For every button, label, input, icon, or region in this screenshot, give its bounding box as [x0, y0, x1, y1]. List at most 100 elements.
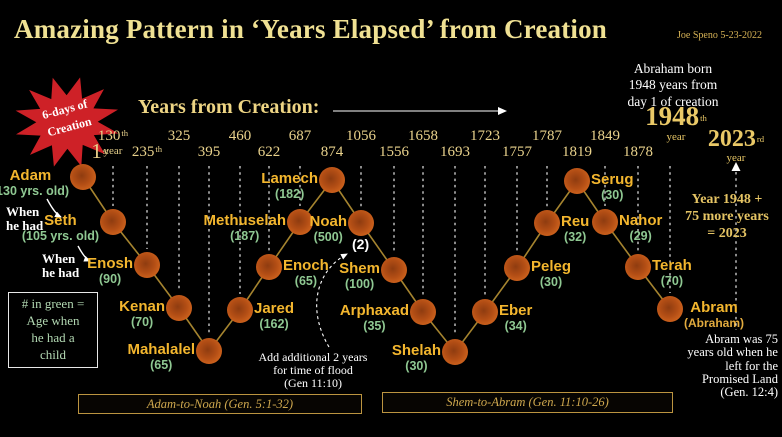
dot-noah — [348, 210, 374, 236]
year-label-1658: 1658 — [378, 129, 468, 144]
patriarch-name: Adam — [9, 167, 52, 184]
patriarch-age: (187) — [230, 228, 260, 243]
patriarch-arphaxad: Arphaxad (35) — [259, 303, 409, 335]
dot-lamech — [319, 167, 345, 193]
dot-enoch — [256, 254, 282, 280]
flood-plus2-marker: (2) — [352, 236, 370, 252]
patriarch-name: Shem — [339, 260, 380, 277]
patriarch-name: Peleg — [531, 258, 572, 275]
patriarch-terah: Terah (70) — [652, 258, 782, 290]
patriarch-name: Mahalalel — [127, 341, 195, 358]
ordinal-suffix: rd — [756, 134, 765, 145]
patriarch-eber: Eber (34) — [499, 303, 649, 335]
creation-star — [15, 77, 119, 167]
year-label-235: 235th — [102, 145, 192, 160]
patriarch-noah: Noah (500) — [197, 213, 348, 246]
patriarch-adam: Adam(130 yrs. old) — [0, 168, 69, 200]
patriarch-name: Shelah — [391, 342, 441, 359]
dot-serug — [564, 168, 590, 194]
patriarch-mahalalel: Mahalalel (65) — [45, 342, 195, 374]
patriarch-age: (34) — [504, 318, 527, 333]
year-label-1693: 1693 — [410, 145, 500, 160]
dot-arphaxad — [410, 299, 436, 325]
patriarch-age: (70) — [660, 273, 683, 288]
year-label-395: 395 — [164, 145, 254, 160]
year-label-687: 687 — [255, 129, 345, 144]
year-number: 622 — [257, 144, 281, 160]
year-label-1056: 1056 — [316, 129, 406, 144]
patriarch-name: Jared — [254, 300, 295, 317]
year-math-note: Year 1948 + 75 more years = 2023 — [685, 192, 769, 241]
dot-jared — [227, 297, 253, 323]
patriarch-name: Methuselah — [203, 212, 286, 229]
dot-kenan — [166, 295, 192, 321]
year-label-1948: 1948th year — [631, 103, 721, 143]
curved-arrow-icon-1 — [46, 198, 62, 218]
patriarch-name: Kenan — [119, 298, 165, 315]
patriarch-age: (32) — [564, 229, 587, 244]
year-number: 2023 — [707, 126, 756, 152]
patriarch-name: Seth — [44, 212, 77, 229]
year-number: 1948 — [645, 101, 700, 131]
year-subtext: year — [103, 145, 123, 157]
year-number: 1757 — [502, 144, 532, 160]
dot-shelah — [442, 339, 468, 365]
abraham-born-note: Abraham born 1948 years from day 1 of cr… — [627, 61, 719, 109]
patriarch-kenan: Kenan (70) — [15, 299, 165, 331]
dot-mahalalel — [196, 338, 222, 364]
year-label-874: 874 — [287, 145, 377, 160]
year-label-1723: 1723 — [440, 129, 530, 144]
year-label-460: 460 — [195, 129, 285, 144]
year-number: 1556 — [379, 144, 409, 160]
dot-seth — [100, 209, 126, 235]
patriarch-age: (65) — [150, 357, 173, 372]
patriarch-age: (70) — [130, 314, 154, 329]
patriarch-name: Serug — [591, 171, 634, 188]
patriarch-name: Terah — [652, 257, 692, 274]
genealogy-box-adam-to-noah: Adam-to-Noah (Gen. 5:1-32) — [78, 394, 362, 414]
patriarch-name: Enoch — [283, 257, 329, 274]
year-label-1819: 1819 — [532, 145, 622, 160]
patriarch-name: Noah — [309, 213, 348, 230]
year-number: 1787 — [532, 128, 562, 144]
flood-note: Add additional 2 years for time of flood… — [258, 350, 368, 391]
year-label-1849: 1849 — [560, 129, 650, 144]
patriarch-age: (35) — [363, 318, 386, 333]
year-subtext: year — [666, 131, 686, 143]
year-number: 1 — [91, 139, 102, 163]
patriarch-name: Reu — [561, 213, 590, 230]
year-label-1556: 1556 — [349, 145, 439, 160]
axis-title: Years from Creation: — [138, 96, 320, 118]
abram-75-note: Abram was 75 years old when he left for … — [687, 332, 778, 399]
year-number: 1878 — [623, 144, 653, 160]
dot-enosh — [134, 252, 160, 278]
patriarch-age: (182) — [275, 186, 305, 201]
year-number: 130 — [97, 128, 121, 144]
patriarch-lamech: Lamech (182) — [168, 171, 318, 203]
genealogy-box-shem-to-abram: Shem-to-Abram (Gen. 11:10-26) — [382, 392, 673, 413]
year-subtext: year — [726, 152, 746, 164]
patriarch-shelah: Shelah (30) — [291, 343, 441, 375]
dot-shem — [381, 257, 407, 283]
year-number: 235 — [131, 144, 155, 160]
dot-nahor — [592, 209, 618, 235]
patriarch-age: (30) — [405, 358, 428, 373]
patriarch-name: Enosh — [87, 255, 133, 272]
patriarch-reu: Reu (32) — [561, 214, 711, 246]
year-number: 1693 — [440, 144, 470, 160]
dot-abram — [657, 296, 683, 322]
year-label-1: 1st — [55, 141, 145, 162]
when-he-had-note-2: When he had — [42, 251, 80, 281]
patriarch-enoch: Enoch (65) — [283, 258, 433, 290]
patriarch-serug: Serug (30) — [591, 172, 741, 204]
patriarch-age: (90) — [98, 271, 122, 286]
flood-arrow-icon — [316, 253, 348, 348]
patriarch-name: Abram — [690, 299, 738, 316]
patriarch-jared: Jared (162) — [254, 301, 404, 333]
patriarch-age: (162) — [259, 316, 289, 331]
patriarch-enosh: Enosh (90) — [0, 256, 133, 288]
year-label-1787: 1787 — [502, 129, 592, 144]
year-number: 1723 — [470, 128, 500, 144]
